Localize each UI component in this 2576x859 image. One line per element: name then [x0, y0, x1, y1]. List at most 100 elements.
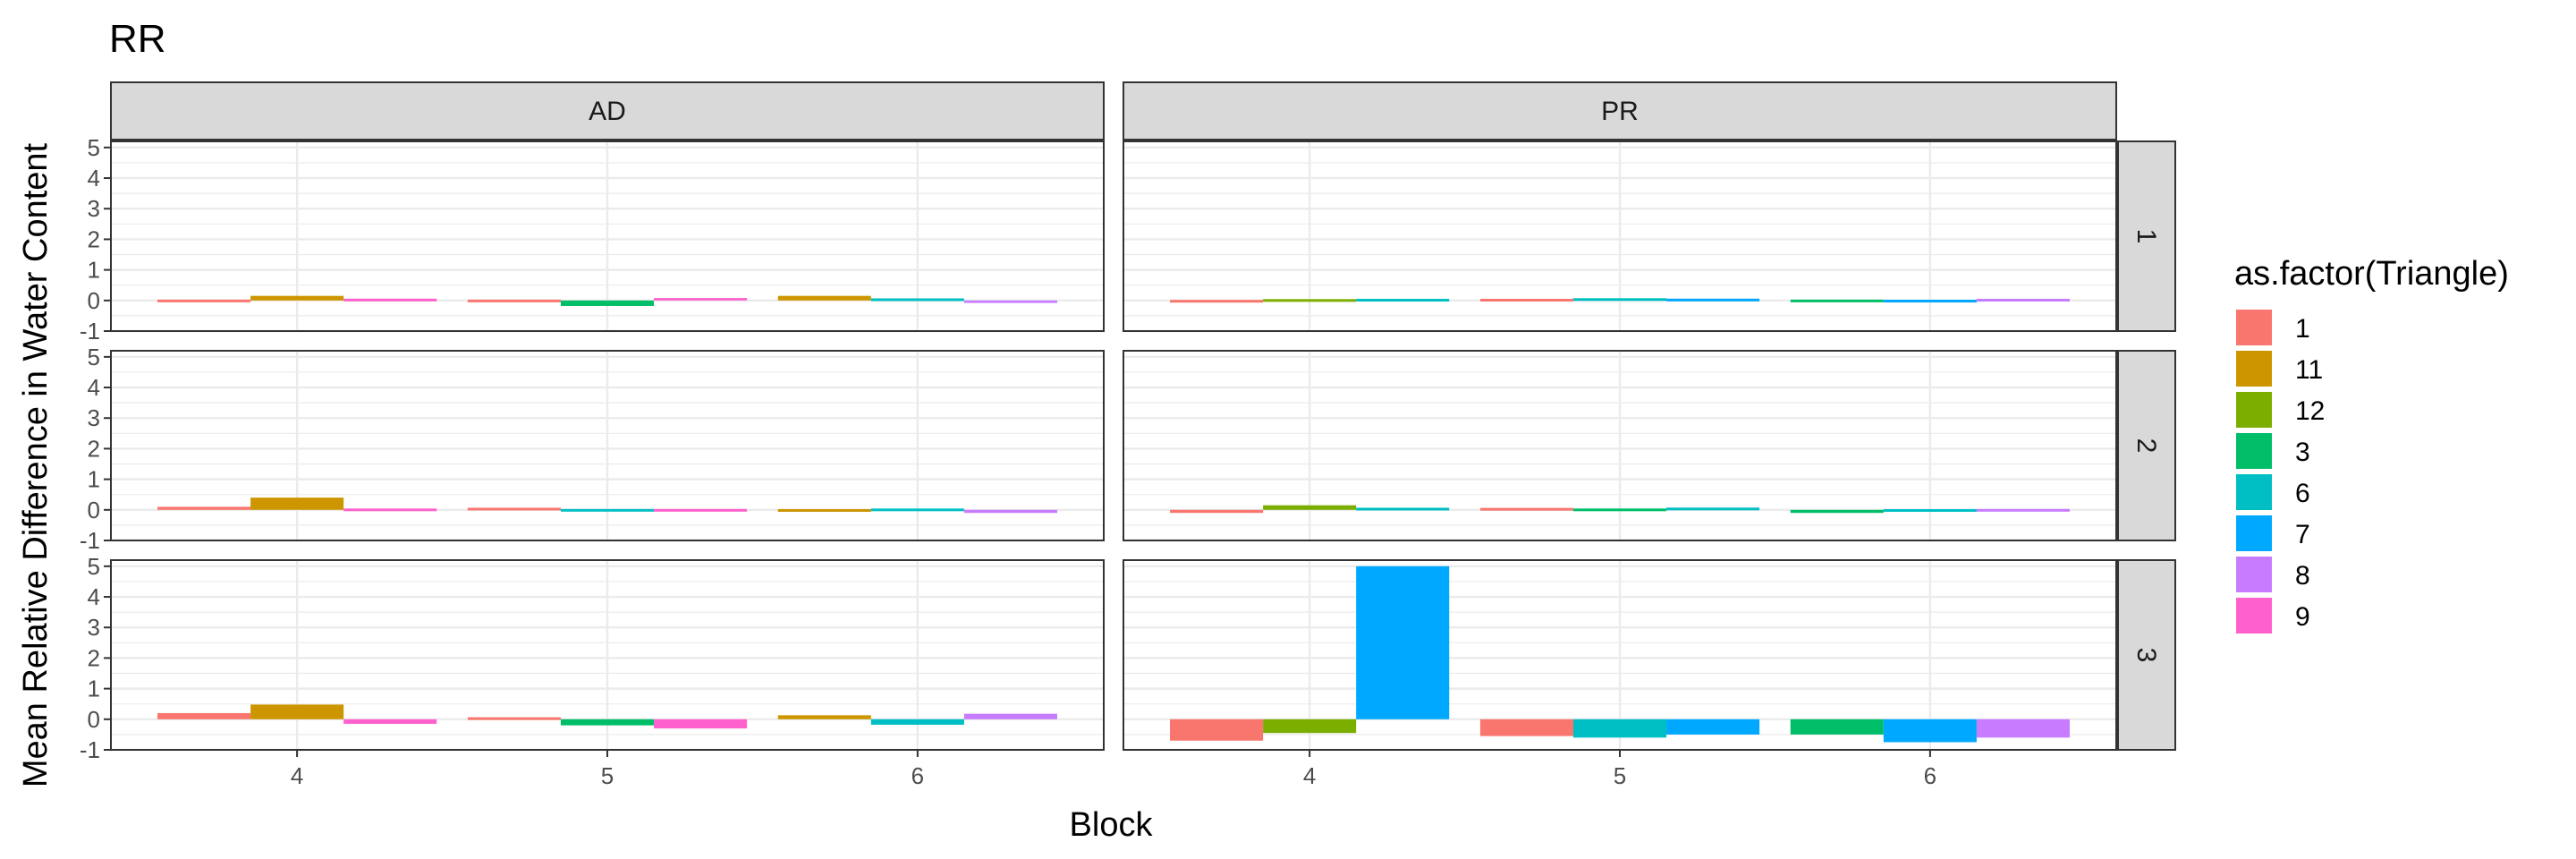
bar-PR-2-block5-triangle1	[1479, 507, 1573, 511]
legend-swatch-6	[2236, 474, 2272, 510]
x-axis-title: Block	[1070, 806, 1154, 844]
bar-AD-2-block5-triangle6	[560, 508, 655, 512]
x-tick-label: 4	[1303, 762, 1316, 789]
bar-AD-3-block4-triangle1	[157, 712, 251, 719]
panel-PR-3: 4 5 6	[1123, 559, 2117, 789]
bar-AD-2-block5-triangle1	[467, 507, 561, 511]
bar-PR-1-block5-triangle1	[1479, 298, 1573, 302]
bar-AD-2-block6-triangle11	[777, 508, 871, 512]
facet-strip-PR	[1123, 81, 2117, 140]
legend-label-8: 8	[2295, 561, 2310, 591]
y-tick-label: 1	[88, 257, 100, 284]
bar-AD-1-block6-triangle8	[963, 300, 1057, 303]
bar-PR-2-block6-triangle6	[1883, 508, 1977, 512]
bar-PR-3-block6-triangle8	[1976, 719, 2070, 738]
bar-AD-3-block6-triangle6	[870, 719, 964, 725]
bar-PR-1-block6-triangle8	[1976, 298, 2070, 302]
bar-PR-3-block5-triangle7	[1666, 719, 1760, 735]
row-strip-3	[2117, 559, 2176, 751]
legend-label-11: 11	[2295, 355, 2323, 385]
bar-PR-3-block6-triangle7	[1883, 719, 1977, 743]
y-tick-label: 1	[88, 466, 100, 493]
facet-strip-AD	[110, 81, 1105, 140]
bar-PR-2-block6-triangle8	[1976, 508, 2070, 512]
panel-border	[110, 350, 1105, 541]
bar-PR-2-block4-triangle12	[1263, 505, 1357, 510]
bar-PR-3-block6-triangle3	[1790, 719, 1884, 735]
y-tick-label: 3	[88, 404, 100, 431]
legend-swatch-11	[2236, 351, 2272, 387]
legend-label-3: 3	[2295, 438, 2310, 467]
bar-PR-1-block6-triangle3	[1790, 299, 1884, 302]
chart-title: RR	[109, 17, 166, 61]
y-tick-label: -1	[80, 736, 100, 763]
bar-PR-3-block4-triangle1	[1170, 719, 1264, 741]
bar-AD-3-block4-triangle11	[250, 704, 344, 719]
bar-AD-2-block6-triangle8	[963, 509, 1057, 514]
bar-AD-1-block5-triangle1	[467, 299, 561, 302]
y-tick-label: 4	[88, 374, 100, 401]
legend-swatch-3	[2236, 433, 2272, 469]
y-tick-label: -1	[80, 527, 100, 554]
y-tick-label: 0	[88, 287, 100, 314]
bar-AD-2-block4-triangle11	[250, 498, 344, 510]
y-tick-label: 5	[88, 134, 100, 161]
bar-AD-1-block6-triangle11	[777, 295, 871, 301]
bar-PR-2-block4-triangle6	[1356, 507, 1450, 511]
x-tick-label: 6	[911, 762, 924, 789]
legend-swatch-1	[2236, 310, 2272, 345]
bar-AD-3-block5-triangle9	[654, 719, 748, 729]
x-tick-label: 4	[291, 762, 303, 789]
legend-swatch-7	[2236, 515, 2272, 551]
y-tick-label: 1	[88, 676, 100, 702]
panel-border	[1123, 350, 2117, 541]
bar-AD-3-block5-triangle3	[560, 719, 655, 726]
y-tick-label: 4	[88, 165, 100, 191]
legend-swatch-9	[2236, 598, 2272, 634]
legend-swatch-12	[2236, 392, 2272, 428]
y-tick-label: 2	[88, 435, 100, 462]
bar-AD-1-block5-triangle9	[654, 298, 748, 301]
bar-AD-3-block4-triangle9	[343, 719, 437, 724]
bar-PR-1-block4-triangle6	[1356, 298, 1450, 302]
bar-PR-1-block4-triangle12	[1263, 299, 1357, 302]
legend-label-7: 7	[2295, 520, 2310, 549]
bar-PR-2-block4-triangle1	[1170, 509, 1264, 514]
panel-AD-1: -1 0 1 2 3 4 5	[80, 134, 1105, 344]
bar-AD-2-block4-triangle9	[343, 508, 437, 512]
y-tick-label: 5	[88, 553, 100, 580]
panel-AD-3: -1 0 1 2 3 4 5 4 5 6	[80, 553, 1105, 789]
bar-PR-3-block4-triangle7	[1356, 566, 1450, 719]
bar-PR-2-block6-triangle3	[1790, 509, 1884, 514]
bar-PR-1-block5-triangle7	[1666, 298, 1760, 302]
facet-strip-label-AD: AD	[589, 97, 626, 126]
bar-PR-3-block4-triangle12	[1263, 719, 1357, 734]
y-tick-label: 0	[88, 706, 100, 733]
bar-AD-2-block4-triangle1	[157, 506, 251, 510]
legend-label-12: 12	[2295, 396, 2325, 426]
bar-AD-2-block6-triangle6	[870, 508, 964, 512]
legend-label-9: 9	[2295, 602, 2310, 632]
legend-label-1: 1	[2295, 314, 2310, 344]
y-tick-label: 2	[88, 225, 100, 252]
y-tick-label: 0	[88, 497, 100, 523]
bar-PR-3-block5-triangle1	[1479, 719, 1573, 736]
bar-PR-2-block5-triangle6	[1666, 507, 1760, 511]
facet-strip-label-PR: PR	[1601, 97, 1639, 126]
y-tick-label: 5	[88, 344, 100, 370]
row-strip-label-2: 2	[2131, 438, 2161, 454]
bar-AD-3-block5-triangle1	[467, 717, 561, 720]
bar-PR-1-block5-triangle6	[1572, 298, 1667, 302]
bar-AD-3-block6-triangle11	[777, 715, 871, 719]
x-tick-label: 5	[601, 762, 614, 789]
y-tick-label: 3	[88, 195, 100, 222]
panel-PR-2	[1123, 350, 2117, 542]
x-tick-label: 5	[1614, 762, 1626, 789]
row-strip-label-3: 3	[2131, 648, 2161, 663]
bar-PR-3-block5-triangle6	[1572, 719, 1667, 738]
bar-AD-2-block5-triangle9	[654, 508, 748, 512]
y-tick-label: -1	[80, 318, 100, 344]
